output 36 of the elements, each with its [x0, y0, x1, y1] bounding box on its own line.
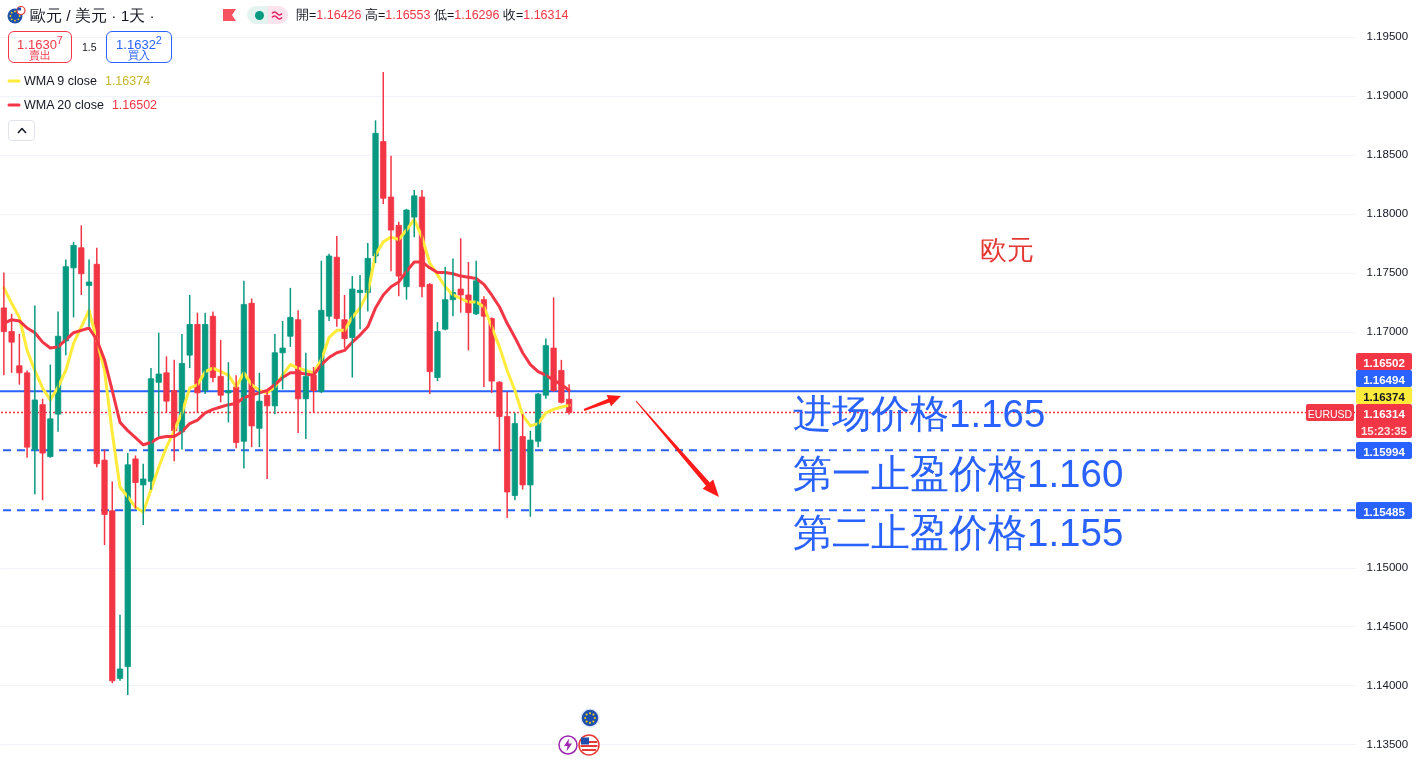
ref-line-label: EURUSD: [1307, 407, 1353, 420]
y-tick-label: 1.18500: [1366, 148, 1409, 161]
y-tick-label: 1.19500: [1366, 30, 1409, 43]
candlestick: [519, 413, 526, 491]
annotation: 第一止盈价格1.160: [793, 452, 1124, 495]
annotation: 1.16502: [111, 98, 158, 112]
y-tick-label: 1.17500: [1366, 266, 1409, 279]
chart-title: 歐元 / 美元 · 1天 ·: [30, 6, 155, 26]
candlestick: [78, 224, 85, 296]
ref-line-label: 1.15994: [1363, 445, 1405, 458]
y-tick-label: 1.17000: [1366, 325, 1409, 338]
text: 開=1.16426 高=1.16553 低=1.16296 收=1.16314: [296, 7, 569, 23]
candlestick: [186, 294, 193, 369]
annotation: 第二止盈价格1.155: [793, 511, 1124, 554]
annotation: 欧元: [980, 235, 1034, 265]
y-tick-label: 1.14500: [1366, 620, 1409, 632]
candlestick: [256, 372, 263, 448]
y-tick-label: 1.19000: [1366, 89, 1409, 102]
candlestick: [47, 363, 54, 459]
annotation: 1.5: [82, 40, 97, 54]
candlestick: [132, 454, 139, 510]
legend-label: WMA 20 close: [24, 98, 104, 112]
price-label: 1.16314 15:23:35: [1356, 403, 1412, 438]
candlestick: [225, 361, 232, 424]
candlestick: [434, 321, 441, 382]
y-tick-label: 1.18000: [1366, 207, 1409, 220]
candlestick: [287, 287, 294, 348]
y-tick-label: 1.13500: [1366, 737, 1409, 750]
y-tick-label: 1.15000: [1366, 561, 1409, 574]
ref-line-label: 1.16494: [1363, 373, 1405, 386]
candlestick: [372, 119, 379, 264]
legend-label: WMA 9 close: [24, 74, 97, 88]
y-tick-label: 1.14000: [1366, 678, 1409, 691]
annotation: 进场价格1.165: [793, 392, 1046, 435]
annotation: 1.16374: [104, 74, 151, 88]
ref-line-label: 1.15485: [1363, 505, 1405, 518]
